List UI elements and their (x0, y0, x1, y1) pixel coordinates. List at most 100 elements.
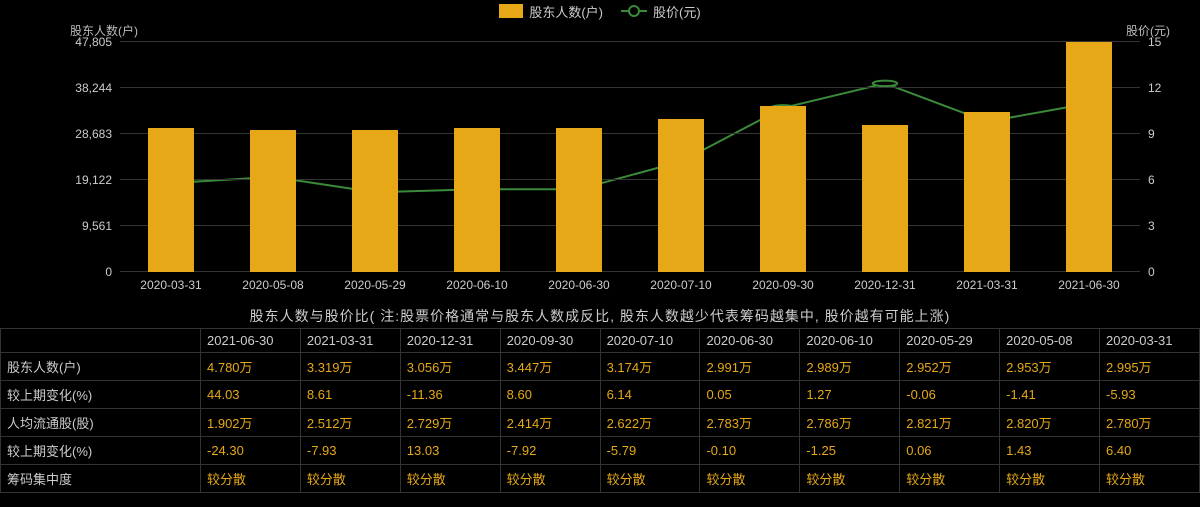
table-corner (1, 329, 201, 353)
y-left-tick: 47,805 (75, 35, 120, 49)
table-cell: 2.783万 (700, 409, 800, 437)
chart-caption: 股东人数与股价比( 注:股票价格通常与股东人数成反比, 股东人数越少代表筹码越集… (0, 302, 1200, 328)
table-cell: 0.06 (900, 437, 1000, 465)
table-row-header: 较上期变化(%) (1, 381, 201, 409)
bar (658, 119, 704, 272)
bar (1066, 42, 1112, 272)
table-cell: -24.30 (201, 437, 301, 465)
grid-line (120, 41, 1140, 42)
table-cell: 较分散 (600, 465, 700, 493)
table-col-header: 2020-05-08 (1000, 329, 1100, 353)
table-cell: 3.447万 (500, 353, 600, 381)
y-right-tick: 3 (1140, 219, 1155, 233)
bar (862, 125, 908, 272)
table-cell: 较分散 (1100, 465, 1200, 493)
table-col-header: 2020-03-31 (1100, 329, 1200, 353)
table-cell: 2.991万 (700, 353, 800, 381)
table-cell: 3.174万 (600, 353, 700, 381)
table-cell: 2.786万 (800, 409, 900, 437)
x-tick: 2020-05-29 (344, 272, 405, 292)
table-cell: 较分散 (400, 465, 500, 493)
bar (250, 130, 296, 272)
table-cell: 2.953万 (1000, 353, 1100, 381)
table-row-header: 较上期变化(%) (1, 437, 201, 465)
legend-line-label: 股价(元) (653, 2, 701, 21)
x-tick: 2021-03-31 (956, 272, 1017, 292)
table-cell: 较分散 (1000, 465, 1100, 493)
table-body: 股东人数(户)4.780万3.319万3.056万3.447万3.174万2.9… (1, 353, 1200, 493)
table-cell: 44.03 (201, 381, 301, 409)
table-cell: -7.93 (300, 437, 400, 465)
table-row: 筹码集中度较分散较分散较分散较分散较分散较分散较分散较分散较分散较分散 (1, 465, 1200, 493)
table-col-header: 2020-06-10 (800, 329, 900, 353)
x-tick: 2020-06-10 (446, 272, 507, 292)
table-cell: 8.61 (300, 381, 400, 409)
table-cell: 2.622万 (600, 409, 700, 437)
x-tick: 2020-09-30 (752, 272, 813, 292)
x-tick: 2020-05-08 (242, 272, 303, 292)
table-cell: -1.25 (800, 437, 900, 465)
table-header-row: 2021-06-302021-03-312020-12-312020-09-30… (1, 329, 1200, 353)
bar (352, 130, 398, 272)
table-cell: -11.36 (400, 381, 500, 409)
table-col-header: 2020-12-31 (400, 329, 500, 353)
table-row-header: 股东人数(户) (1, 353, 201, 381)
bar (454, 128, 500, 272)
table-cell: 1.27 (800, 381, 900, 409)
table-cell: 2.780万 (1100, 409, 1200, 437)
table-cell: 2.512万 (300, 409, 400, 437)
chart-legend: 股东人数(户) 股价(元) (0, 0, 1200, 22)
plot-area: 09,56119,12228,68338,24447,8050369121520… (120, 42, 1140, 272)
table-cell: 2.989万 (800, 353, 900, 381)
table-cell: 较分散 (700, 465, 800, 493)
chart: 股东人数(户) 股价(元) 09,56119,12228,68338,24447… (0, 22, 1200, 302)
x-tick: 2020-03-31 (140, 272, 201, 292)
table-cell: 较分散 (300, 465, 400, 493)
table-row: 较上期变化(%)-24.30-7.9313.03-7.92-5.79-0.10-… (1, 437, 1200, 465)
legend-bar-label: 股东人数(户) (529, 2, 603, 21)
y-right-tick: 9 (1140, 127, 1155, 141)
bar (760, 106, 806, 272)
x-tick: 2021-06-30 (1058, 272, 1119, 292)
table-row: 较上期变化(%)44.038.61-11.368.606.140.051.27-… (1, 381, 1200, 409)
table-row-header: 筹码集中度 (1, 465, 201, 493)
legend-item-line: 股价(元) (621, 2, 701, 21)
table-cell: -0.10 (700, 437, 800, 465)
table-cell: 2.414万 (500, 409, 600, 437)
bar (556, 128, 602, 272)
table-cell: 较分散 (800, 465, 900, 493)
table-cell: 1.43 (1000, 437, 1100, 465)
legend-swatch-bar (499, 4, 523, 18)
table-col-header: 2021-06-30 (201, 329, 301, 353)
table-cell: 1.902万 (201, 409, 301, 437)
table-cell: -0.06 (900, 381, 1000, 409)
bar (148, 128, 194, 272)
table-cell: 2.952万 (900, 353, 1000, 381)
y-right-tick: 0 (1140, 265, 1155, 279)
table-cell: 2.821万 (900, 409, 1000, 437)
table-cell: 13.03 (400, 437, 500, 465)
table-cell: 较分散 (900, 465, 1000, 493)
y-left-tick: 9,561 (82, 219, 120, 233)
legend-swatch-line (621, 10, 647, 12)
table-row: 人均流通股(股)1.902万2.512万2.729万2.414万2.622万2.… (1, 409, 1200, 437)
table-row-header: 人均流通股(股) (1, 409, 201, 437)
y-right-tick: 12 (1140, 81, 1161, 95)
table-col-header: 2020-06-30 (700, 329, 800, 353)
y-left-tick: 38,244 (75, 81, 120, 95)
table-cell: 较分散 (500, 465, 600, 493)
y-right-tick: 15 (1140, 35, 1161, 49)
y-right-tick: 6 (1140, 173, 1155, 187)
line-series (171, 83, 1089, 192)
grid-line (120, 87, 1140, 88)
y-left-tick: 0 (105, 265, 120, 279)
table-cell: -5.79 (600, 437, 700, 465)
table-cell: 3.056万 (400, 353, 500, 381)
table-cell: -7.92 (500, 437, 600, 465)
table-col-header: 2020-07-10 (600, 329, 700, 353)
table-cell: -1.41 (1000, 381, 1100, 409)
table-cell: 2.729万 (400, 409, 500, 437)
table-cell: -5.93 (1100, 381, 1200, 409)
line-marker (873, 81, 897, 87)
x-tick: 2020-07-10 (650, 272, 711, 292)
